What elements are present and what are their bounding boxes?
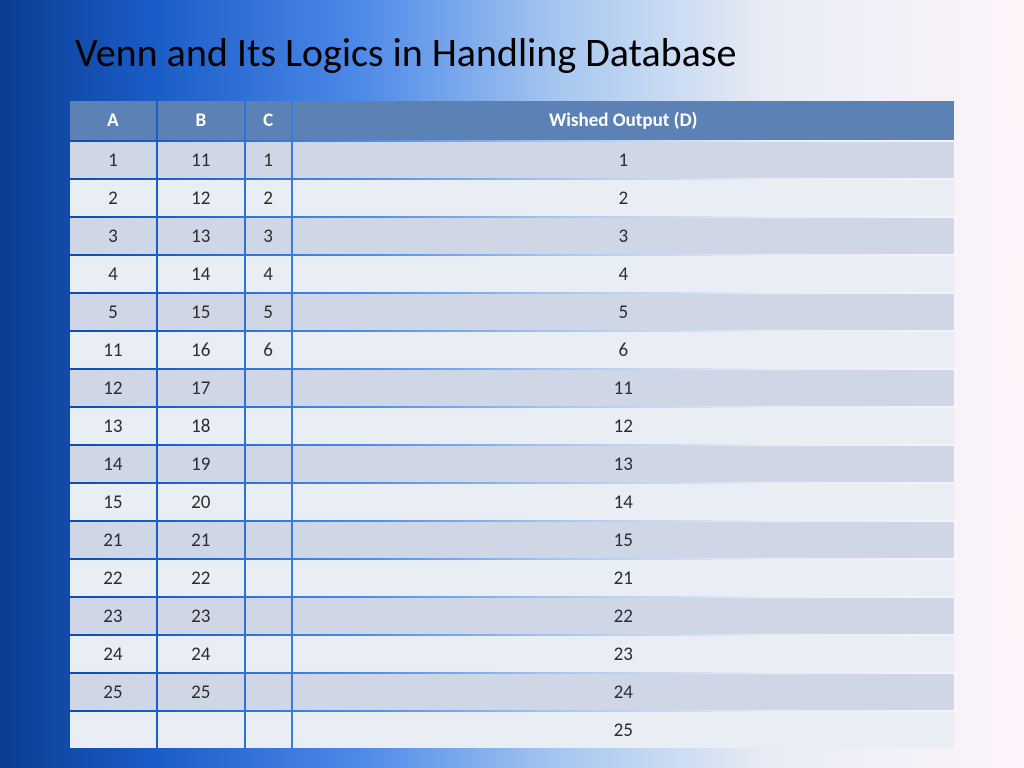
page-title: Venn and Its Logics in Handling Database [0, 0, 1024, 77]
table-cell: 22 [70, 560, 156, 596]
col-header-a: A [70, 101, 156, 140]
table-cell: 25 [70, 674, 156, 710]
table-cell: 24 [70, 636, 156, 672]
table-cell: 21 [158, 522, 244, 558]
table-cell: 22 [293, 598, 954, 634]
table-row: 25 [70, 712, 954, 748]
table-cell [70, 712, 156, 748]
table-cell: 2 [293, 180, 954, 216]
table-cell: 6 [246, 332, 291, 368]
table-cell: 12 [70, 370, 156, 406]
table-cell [246, 712, 291, 748]
table-cell: 5 [70, 294, 156, 330]
data-table: A B C Wished Output (D) 1111121222313334… [68, 99, 956, 750]
table-cell [246, 370, 291, 406]
table-cell: 11 [293, 370, 954, 406]
col-header-d: Wished Output (D) [293, 101, 954, 140]
table-cell [246, 560, 291, 596]
table-container: A B C Wished Output (D) 1111121222313334… [0, 77, 1024, 750]
table-row: 111666 [70, 332, 954, 368]
table-cell: 12 [158, 180, 244, 216]
table-cell [246, 674, 291, 710]
table-cell: 17 [158, 370, 244, 406]
table-cell: 1 [70, 142, 156, 178]
table-cell: 25 [158, 674, 244, 710]
table-cell: 13 [158, 218, 244, 254]
table-cell: 11 [158, 142, 244, 178]
table-body: 1111121222313334144451555111666121711131… [70, 142, 954, 748]
table-cell: 23 [158, 598, 244, 634]
table-cell [246, 446, 291, 482]
table-cell: 13 [293, 446, 954, 482]
table-row: 2525 24 [70, 674, 954, 710]
table-cell: 14 [158, 256, 244, 292]
table-cell: 15 [158, 294, 244, 330]
table-cell [246, 636, 291, 672]
table-cell: 4 [70, 256, 156, 292]
table-cell [246, 484, 291, 520]
table-cell: 21 [70, 522, 156, 558]
table-cell [158, 712, 244, 748]
table-cell: 25 [293, 712, 954, 748]
table-cell: 5 [293, 294, 954, 330]
table-cell [246, 522, 291, 558]
table-cell: 5 [246, 294, 291, 330]
table-cell: 3 [70, 218, 156, 254]
table-cell [246, 408, 291, 444]
table-header-row: A B C Wished Output (D) [70, 101, 954, 140]
table-cell: 3 [246, 218, 291, 254]
table-row: 1520 14 [70, 484, 954, 520]
table-cell: 24 [158, 636, 244, 672]
table-row: 1419 13 [70, 446, 954, 482]
table-cell: 13 [70, 408, 156, 444]
table-row: 31333 [70, 218, 954, 254]
table-cell: 23 [70, 598, 156, 634]
table-row: 51555 [70, 294, 954, 330]
table-cell: 1 [293, 142, 954, 178]
table-cell: 12 [293, 408, 954, 444]
table-cell: 2 [70, 180, 156, 216]
table-row: 41444 [70, 256, 954, 292]
table-row: 2222 21 [70, 560, 954, 596]
table-cell: 23 [293, 636, 954, 672]
table-row: 2323 22 [70, 598, 954, 634]
table-row: 21222 [70, 180, 954, 216]
table-row: 11111 [70, 142, 954, 178]
table-cell: 2 [246, 180, 291, 216]
table-cell: 14 [70, 446, 156, 482]
table-row: 2121 15 [70, 522, 954, 558]
table-cell: 11 [70, 332, 156, 368]
table-cell: 1 [246, 142, 291, 178]
table-row: 1318 12 [70, 408, 954, 444]
table-cell: 14 [293, 484, 954, 520]
table-cell: 18 [158, 408, 244, 444]
table-cell: 15 [70, 484, 156, 520]
table-cell: 6 [293, 332, 954, 368]
table-cell [246, 598, 291, 634]
table-row: 2424 23 [70, 636, 954, 672]
col-header-b: B [158, 101, 244, 140]
table-cell: 4 [293, 256, 954, 292]
table-cell: 21 [293, 560, 954, 596]
table-cell: 4 [246, 256, 291, 292]
table-cell: 15 [293, 522, 954, 558]
table-cell: 3 [293, 218, 954, 254]
table-cell: 19 [158, 446, 244, 482]
table-row: 1217 11 [70, 370, 954, 406]
col-header-c: C [246, 101, 291, 140]
table-cell: 22 [158, 560, 244, 596]
table-cell: 24 [293, 674, 954, 710]
table-cell: 20 [158, 484, 244, 520]
table-cell: 16 [158, 332, 244, 368]
